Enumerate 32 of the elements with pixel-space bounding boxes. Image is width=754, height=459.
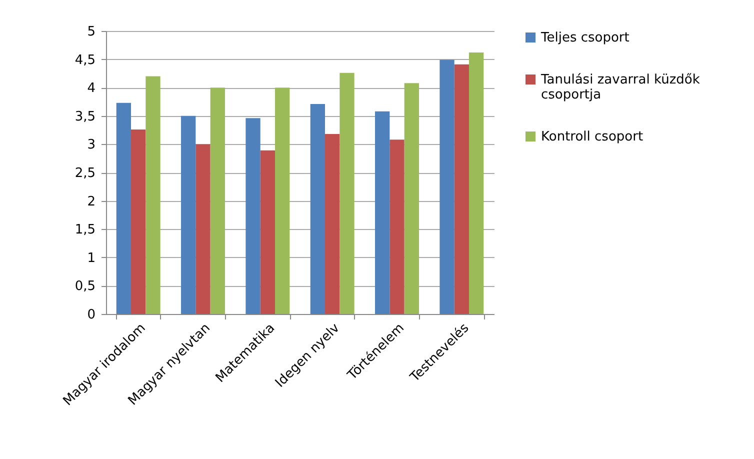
y-tick-label: 4 — [87, 81, 96, 96]
bar — [440, 60, 454, 314]
legend-label: Tanulási zavarral küzdők csoportja — [540, 72, 700, 102]
y-tick-label: 2,5 — [74, 166, 96, 181]
y-tick-label: 0,5 — [74, 279, 96, 294]
bar — [468, 52, 484, 314]
bar — [246, 118, 260, 314]
bar — [181, 116, 196, 314]
bar — [274, 88, 290, 314]
y-tick-label: 2 — [87, 194, 96, 210]
y-tick-label: 1,5 — [74, 222, 96, 238]
bar — [116, 102, 132, 314]
bar — [325, 134, 340, 314]
y-tick-label: 3,5 — [74, 109, 96, 124]
y-tick-label: 0 — [87, 308, 96, 322]
legend-label: Kontroll csoport — [541, 130, 644, 144]
bar — [196, 144, 210, 314]
bar — [146, 76, 160, 314]
bar — [390, 140, 404, 314]
y-tick-label: 5 — [87, 24, 96, 40]
y-tick-label: 4,5 — [74, 52, 96, 68]
bar — [404, 83, 419, 314]
bar — [210, 88, 225, 314]
bar — [131, 129, 146, 314]
bar — [310, 104, 326, 314]
y-tick-label: 1 — [87, 250, 96, 266]
bar — [340, 72, 354, 314]
y-tick-label: 3 — [87, 138, 96, 153]
legend-label: Teljes csoport — [540, 30, 630, 46]
bar — [454, 64, 469, 314]
bar — [375, 111, 390, 314]
bar — [260, 150, 275, 314]
